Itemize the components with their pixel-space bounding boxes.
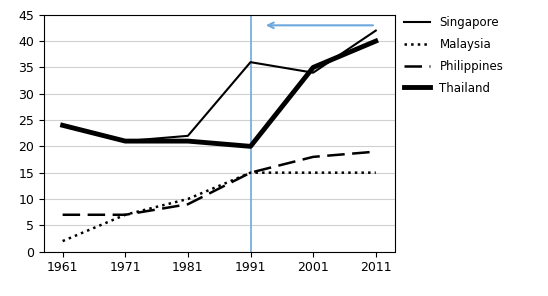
Legend: Singapore, Malaysia, Philippines, Thailand: Singapore, Malaysia, Philippines, Thaila…: [404, 16, 503, 94]
